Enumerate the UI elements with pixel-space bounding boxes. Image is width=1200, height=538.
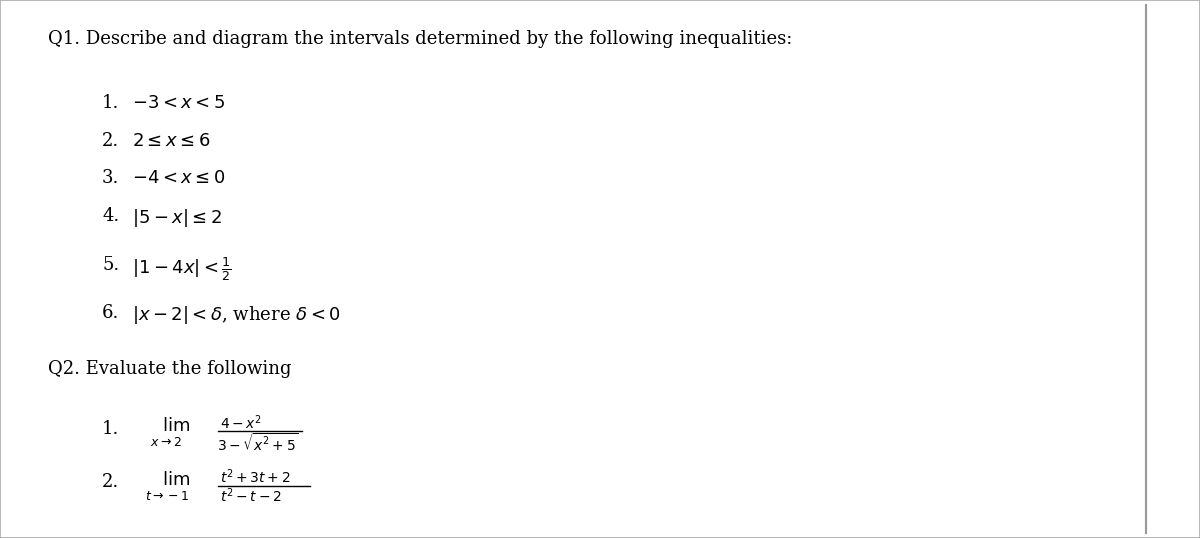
Text: $\lim$: $\lim$ [162, 471, 190, 489]
Text: 1.: 1. [102, 94, 119, 112]
Text: $3-\sqrt{x^2+5}$: $3-\sqrt{x^2+5}$ [217, 433, 299, 455]
Text: Q1. Describe and diagram the intervals determined by the following inequalities:: Q1. Describe and diagram the intervals d… [48, 30, 792, 47]
Text: 3.: 3. [102, 169, 119, 187]
Text: 5.: 5. [102, 256, 119, 273]
Text: 4.: 4. [102, 207, 119, 225]
Text: $t^2-t-2$: $t^2-t-2$ [220, 487, 282, 506]
Text: $|5 - x| \leq 2$: $|5 - x| \leq 2$ [132, 207, 222, 229]
Text: $|x - 2| < \delta$, where $\delta < 0$: $|x - 2| < \delta$, where $\delta < 0$ [132, 304, 341, 326]
Text: $t^2+3t+2$: $t^2+3t+2$ [220, 467, 290, 486]
Text: $-4 < x \leq 0$: $-4 < x \leq 0$ [132, 169, 226, 187]
Text: $-3 < x < 5$: $-3 < x < 5$ [132, 94, 226, 112]
Text: $\lim$: $\lim$ [162, 417, 190, 435]
Text: 6.: 6. [102, 304, 119, 322]
Text: 2.: 2. [102, 132, 119, 150]
Text: 2.: 2. [102, 473, 119, 491]
Text: $t\to -1$: $t\to -1$ [145, 490, 190, 502]
Text: 1.: 1. [102, 420, 119, 437]
Text: $x\to 2$: $x\to 2$ [150, 436, 181, 449]
Text: $4-x^2$: $4-x^2$ [220, 413, 262, 432]
Text: $2 \leq x \leq 6$: $2 \leq x \leq 6$ [132, 132, 210, 150]
Text: Q2. Evaluate the following: Q2. Evaluate the following [48, 360, 292, 378]
Text: $|1 - 4x| < \frac{1}{2}$: $|1 - 4x| < \frac{1}{2}$ [132, 256, 232, 284]
